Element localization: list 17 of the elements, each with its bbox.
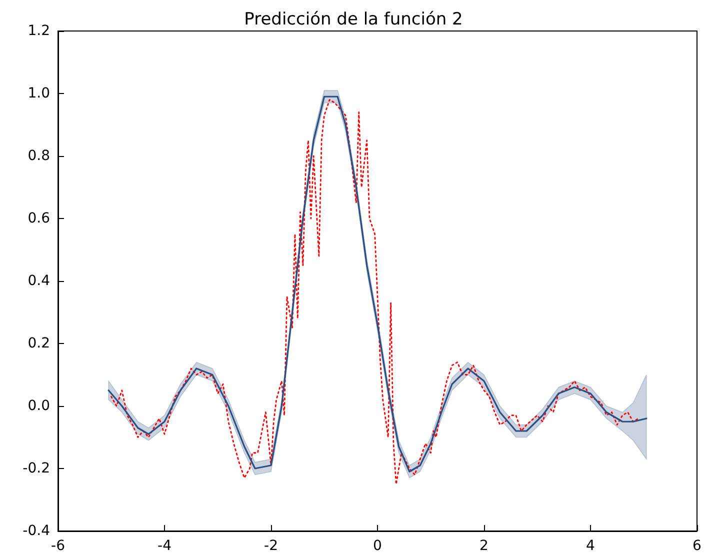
- x-tick-label: -6: [51, 538, 66, 554]
- y-tick-label: -0.4: [22, 523, 50, 539]
- chart-title: Predicción de la función 2: [244, 10, 463, 30]
- x-tick-label: 2: [480, 538, 488, 554]
- x-tick-label: -2: [264, 538, 278, 554]
- x-tick-label: 4: [586, 538, 596, 554]
- y-tick-label: 0.0: [28, 398, 50, 414]
- y-tick-label: -0.2: [22, 460, 50, 476]
- y-tick-label: 0.6: [28, 210, 50, 226]
- y-tick-label: 0.2: [28, 336, 50, 352]
- y-tick-label: 0.4: [28, 273, 50, 289]
- x-tick-label: 0: [373, 538, 382, 554]
- x-tick-label: -4: [158, 538, 172, 554]
- y-tick-label: 1.2: [28, 23, 50, 39]
- y-tick-label: 0.8: [28, 148, 50, 164]
- x-tick-label: 6: [692, 538, 702, 554]
- y-tick-label: 1.0: [28, 86, 50, 102]
